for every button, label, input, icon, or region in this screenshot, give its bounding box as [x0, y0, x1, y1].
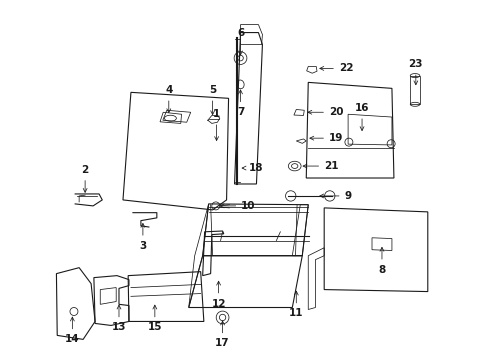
Text: 22: 22 [319, 63, 353, 73]
Text: 2: 2 [81, 165, 88, 192]
Text: 20: 20 [307, 107, 343, 117]
Text: 15: 15 [147, 305, 162, 332]
Text: 21: 21 [303, 161, 338, 171]
Text: 16: 16 [354, 103, 368, 131]
Text: 7: 7 [236, 90, 244, 117]
Text: 1: 1 [213, 109, 220, 140]
Text: 18: 18 [242, 163, 263, 173]
Text: 5: 5 [208, 85, 216, 114]
Text: 12: 12 [211, 281, 225, 309]
Text: 17: 17 [215, 321, 229, 348]
Text: 3: 3 [139, 224, 146, 251]
Text: 9: 9 [319, 191, 351, 201]
Text: 6: 6 [236, 28, 244, 55]
Text: 10: 10 [220, 201, 255, 211]
Text: 8: 8 [378, 247, 385, 275]
Text: 4: 4 [165, 85, 172, 113]
Text: 19: 19 [309, 133, 343, 143]
Text: 11: 11 [288, 291, 303, 319]
Text: 14: 14 [65, 317, 80, 345]
Text: 23: 23 [408, 59, 422, 85]
Text: 13: 13 [111, 305, 126, 332]
